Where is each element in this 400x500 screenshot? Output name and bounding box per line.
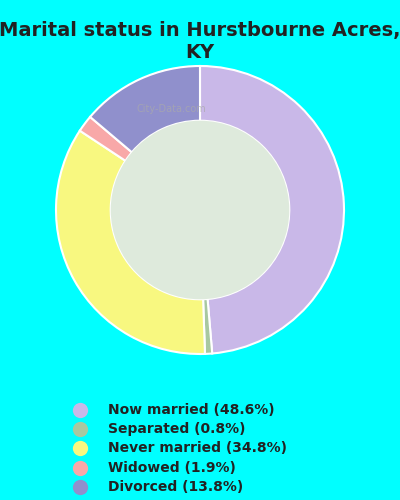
Wedge shape <box>200 66 344 354</box>
Text: Widowed (1.9%): Widowed (1.9%) <box>108 460 236 474</box>
Text: Now married (48.6%): Now married (48.6%) <box>108 403 275 417</box>
Wedge shape <box>90 66 200 152</box>
Text: Marital status in Hurstbourne Acres,
KY: Marital status in Hurstbourne Acres, KY <box>0 21 400 62</box>
Wedge shape <box>56 130 205 354</box>
Wedge shape <box>203 299 212 354</box>
Text: City-Data.com: City-Data.com <box>136 104 206 114</box>
Circle shape <box>111 120 289 300</box>
Text: Divorced (13.8%): Divorced (13.8%) <box>108 480 243 494</box>
Text: Never married (34.8%): Never married (34.8%) <box>108 442 287 456</box>
Text: Separated (0.8%): Separated (0.8%) <box>108 422 246 436</box>
Wedge shape <box>80 117 132 161</box>
